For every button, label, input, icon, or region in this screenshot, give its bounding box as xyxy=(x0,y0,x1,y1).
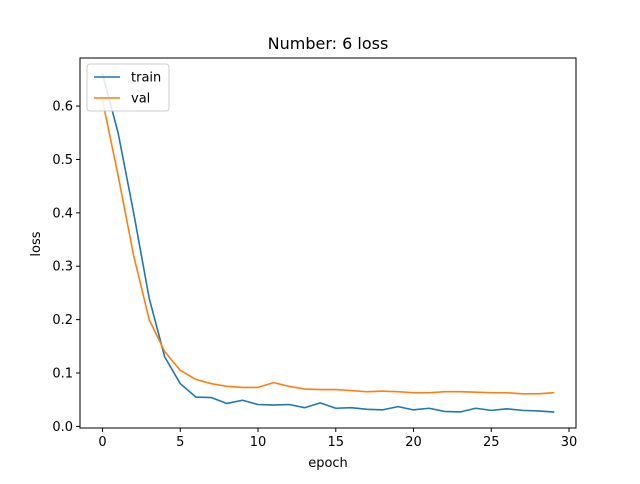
x-tick-label: 25 xyxy=(483,435,500,450)
series-line-train xyxy=(101,73,555,413)
x-axis-label: epoch xyxy=(308,456,348,471)
x-tick-label: 0 xyxy=(98,435,106,450)
y-axis-label: loss xyxy=(29,231,44,256)
y-tick-label: 0.0 xyxy=(52,420,73,435)
legend-label-val: val xyxy=(131,92,150,107)
chart-title: Number: 6 loss xyxy=(268,34,389,53)
axes-frame xyxy=(79,57,577,429)
y-tick-label: 0.1 xyxy=(52,367,73,382)
x-axis: 0 5 10 15 20 25 30 xyxy=(98,428,577,450)
x-tick-label: 10 xyxy=(250,435,267,450)
x-tick-label: 20 xyxy=(405,435,422,450)
y-tick-label: 0.2 xyxy=(52,313,73,328)
x-tick-label: 30 xyxy=(561,435,578,450)
y-axis: 0.0 0.1 0.2 0.3 0.4 0.5 0.6 xyxy=(52,100,80,435)
legend-label-train: train xyxy=(131,71,161,86)
y-tick-label: 0.4 xyxy=(52,206,73,221)
x-tick-label: 5 xyxy=(176,435,184,450)
x-tick-label: 15 xyxy=(328,435,345,450)
y-tick-label: 0.3 xyxy=(52,260,73,275)
legend: train val xyxy=(86,63,170,112)
plot-area xyxy=(79,57,577,429)
y-tick-label: 0.6 xyxy=(52,100,73,115)
legend-box xyxy=(86,63,170,112)
series-line-val xyxy=(101,99,555,395)
y-tick-label: 0.5 xyxy=(52,153,73,168)
